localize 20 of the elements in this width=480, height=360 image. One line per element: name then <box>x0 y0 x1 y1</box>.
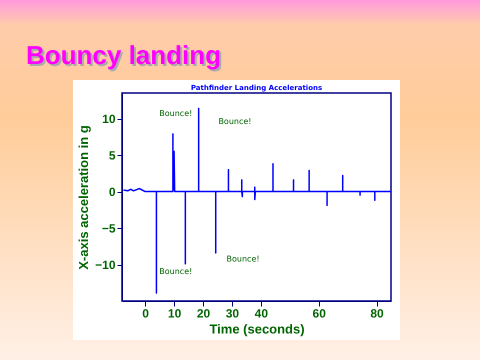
annotation: Bounce! <box>159 266 192 276</box>
x-tick-label: 40 <box>254 306 268 320</box>
y-tick-label: 10 <box>102 112 116 126</box>
x-tick-label: 0 <box>142 306 150 320</box>
x-tick-label: 10 <box>168 306 182 320</box>
annotation: Bounce! <box>159 108 192 118</box>
x-tick-label: 60 <box>312 306 326 320</box>
annotation: Bounce! <box>218 117 252 126</box>
line-series <box>122 108 392 294</box>
y-tick-label: 5 <box>108 148 116 163</box>
x-tick-label: 20 <box>196 306 210 320</box>
y-axis-title: X-axis acceleration in g <box>76 125 92 270</box>
chart-title: Bouncy landing <box>26 40 221 71</box>
y-tick-label: 0 <box>108 185 116 200</box>
x-tick-label: 30 <box>226 306 240 320</box>
x-axis-title: Time (seconds) <box>209 322 305 336</box>
y-tick-label: −10 <box>95 258 116 272</box>
annotation: Bounce! <box>226 254 260 264</box>
y-tick-label: −5 <box>102 222 116 236</box>
x-tick-label: 80 <box>370 306 384 320</box>
